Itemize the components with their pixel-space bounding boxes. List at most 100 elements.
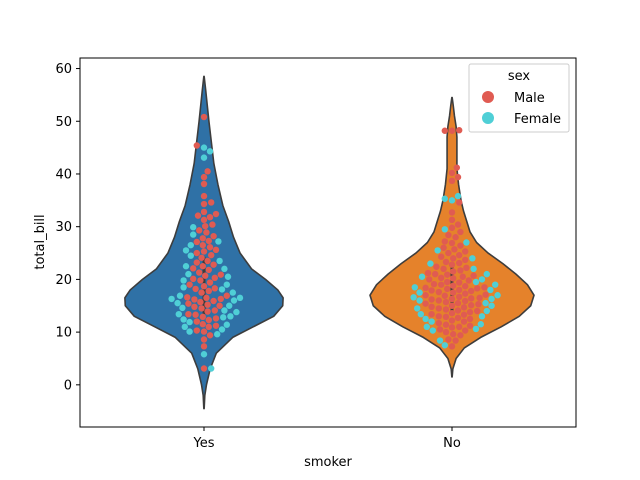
data-point-male — [223, 292, 230, 299]
data-point-male — [435, 305, 442, 312]
data-point-female — [416, 297, 423, 304]
data-point-male — [438, 281, 445, 288]
data-point-male — [435, 288, 442, 296]
data-point-male — [210, 232, 217, 240]
data-point-male — [198, 305, 205, 312]
data-point-female — [416, 289, 423, 296]
data-point-female — [214, 331, 221, 338]
data-point-female — [478, 313, 486, 320]
data-point-male — [206, 279, 214, 286]
data-point-male — [210, 261, 217, 268]
data-point-male — [200, 283, 208, 290]
data-point-male — [448, 127, 456, 134]
data-point-male — [462, 290, 469, 297]
data-point-male — [445, 231, 452, 239]
data-point-female — [216, 257, 223, 265]
data-point-male — [203, 294, 210, 302]
data-point-male — [450, 282, 457, 289]
data-point-female — [441, 342, 448, 349]
data-point-male — [216, 302, 223, 309]
data-point-female — [423, 323, 430, 331]
data-point-male — [198, 254, 205, 261]
data-point-female — [441, 195, 448, 202]
data-point-female — [417, 310, 424, 318]
data-point-female — [223, 281, 230, 288]
data-point-male — [452, 337, 459, 344]
data-point-male — [460, 304, 468, 311]
data-point-male — [460, 318, 468, 325]
data-point-male — [441, 127, 448, 134]
data-point-male — [476, 294, 483, 302]
data-point-female — [174, 299, 181, 307]
data-point-male — [205, 287, 212, 295]
data-point-female — [463, 239, 470, 246]
data-point-female — [186, 318, 193, 326]
data-point-male — [468, 295, 475, 302]
data-point-male — [200, 180, 208, 188]
x-tick-label: No — [443, 436, 461, 451]
data-point-male — [212, 210, 220, 218]
data-point-male — [197, 298, 204, 306]
data-point-male — [208, 199, 215, 206]
data-point-male — [456, 127, 463, 134]
data-point-male — [191, 303, 198, 311]
data-point-male — [450, 289, 457, 296]
legend-marker-female — [482, 112, 494, 124]
data-point-male — [209, 221, 216, 228]
data-point-male — [450, 255, 457, 262]
data-point-female — [185, 270, 192, 278]
data-point-male — [206, 244, 214, 251]
data-point-male — [191, 296, 198, 303]
data-point-male — [197, 277, 204, 284]
data-point-male — [200, 248, 208, 255]
data-point-male — [200, 192, 208, 200]
data-point-male — [457, 267, 464, 274]
x-tick-label: Yes — [193, 436, 215, 451]
data-point-female — [494, 292, 501, 299]
data-point-male — [457, 242, 464, 249]
data-point-male — [452, 234, 459, 241]
data-point-male — [198, 289, 205, 296]
data-point-female — [221, 265, 228, 273]
data-point-male — [428, 303, 435, 311]
legend-title: sex — [508, 69, 531, 84]
data-point-female — [427, 260, 434, 267]
data-point-male — [466, 308, 474, 316]
data-point-male — [435, 297, 442, 304]
data-point-male — [454, 221, 462, 228]
data-point-female — [448, 197, 456, 204]
data-point-female — [478, 276, 486, 283]
data-point-male — [444, 285, 451, 293]
data-point-male — [199, 321, 206, 328]
data-point-male — [199, 263, 206, 270]
data-point-male — [424, 269, 432, 277]
data-point-male — [204, 301, 211, 308]
data-point-male — [433, 263, 440, 270]
data-point-male — [456, 259, 463, 267]
data-point-female — [472, 325, 480, 333]
data-point-male — [448, 177, 456, 185]
data-point-male — [442, 258, 450, 266]
data-point-male — [190, 275, 197, 283]
data-point-male — [205, 266, 212, 274]
data-point-male — [204, 168, 211, 175]
legend-label-female: Female — [514, 112, 561, 127]
data-point-male — [199, 235, 206, 242]
data-point-male — [448, 324, 456, 331]
data-point-female — [436, 337, 444, 344]
data-point-male — [450, 331, 457, 338]
data-point-male — [428, 310, 435, 318]
data-point-male — [463, 264, 470, 271]
data-point-male — [200, 173, 208, 181]
data-point-female — [179, 304, 186, 312]
data-point-male — [454, 314, 462, 322]
data-point-male — [466, 322, 474, 329]
data-point-male — [190, 265, 197, 272]
data-point-female — [200, 154, 208, 161]
data-point-male — [468, 287, 475, 295]
data-point-male — [436, 326, 444, 333]
data-point-female — [477, 321, 484, 328]
data-point-female — [470, 265, 477, 273]
legend-label-male: Male — [514, 91, 545, 106]
